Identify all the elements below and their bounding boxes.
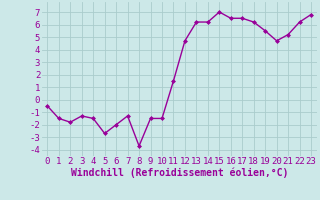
X-axis label: Windchill (Refroidissement éolien,°C): Windchill (Refroidissement éolien,°C) bbox=[70, 168, 288, 178]
